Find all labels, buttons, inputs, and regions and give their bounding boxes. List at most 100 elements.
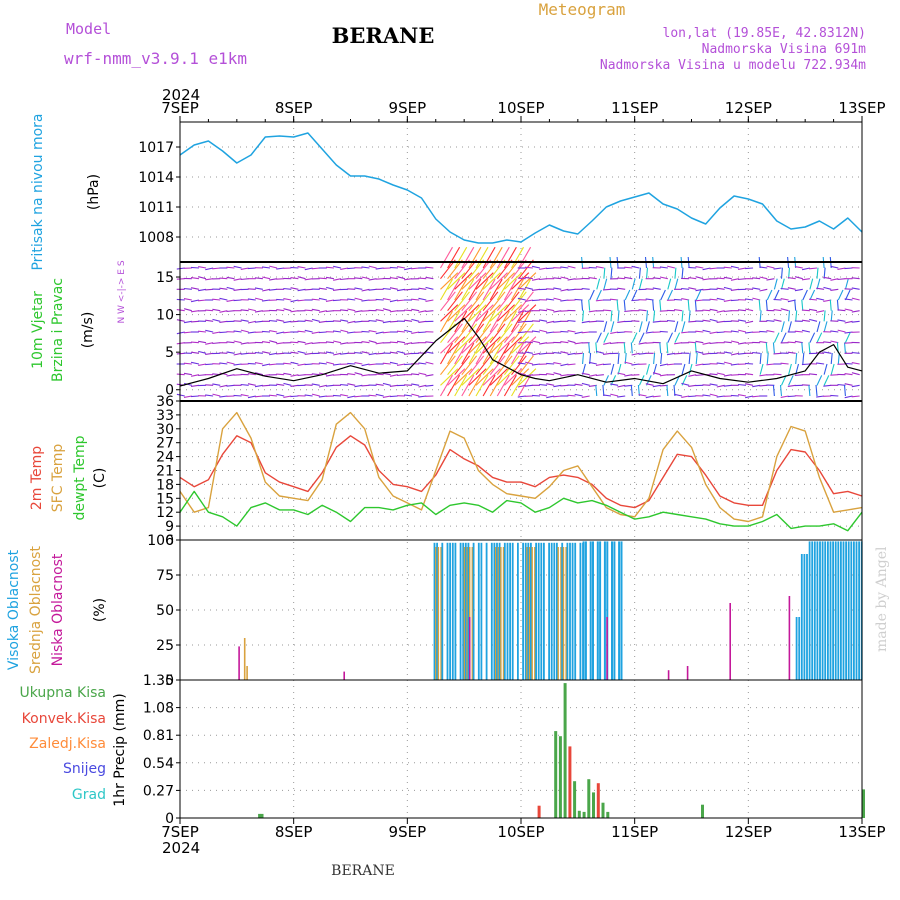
wind-barb — [709, 267, 718, 270]
wind-barb — [723, 266, 732, 269]
wind-barb — [773, 319, 782, 322]
wind-barb — [645, 288, 654, 290]
wind-barb — [752, 351, 761, 354]
wind-barb — [261, 330, 271, 333]
high-cloud-bar — [858, 541, 860, 680]
wind-barb — [681, 395, 690, 398]
wind-barb — [687, 299, 690, 311]
wind-barb — [254, 384, 263, 388]
wind-barb — [688, 310, 691, 322]
wind-barb — [318, 320, 327, 323]
wind-barb — [368, 363, 377, 366]
data-layer — [176, 132, 865, 818]
high-cloud-bar — [808, 541, 811, 680]
wind-barb — [375, 278, 384, 280]
high-cloud-bar — [596, 541, 599, 680]
wind-barb — [716, 352, 725, 354]
wind-barb — [624, 289, 631, 301]
wind-barb — [261, 384, 271, 387]
wind-barb — [730, 394, 739, 397]
cloud-y-tick-label: 100 — [147, 533, 174, 549]
wind-barb — [730, 299, 739, 302]
wind-barb — [674, 393, 683, 397]
wind-barb — [489, 272, 508, 290]
wind-barb — [816, 310, 825, 313]
precip-bar — [862, 789, 865, 818]
wind-barb — [311, 373, 320, 376]
wind-barb — [652, 299, 655, 311]
wind-barb — [176, 352, 185, 355]
wind-barb — [475, 368, 494, 386]
wind-barb — [205, 278, 214, 281]
wind-barb — [447, 336, 466, 354]
wind-barb — [596, 289, 602, 301]
wind-barb — [418, 277, 427, 280]
wind-barb — [290, 395, 299, 398]
wind-sub-label: Brzina i Pravac — [50, 278, 66, 382]
wind-barb — [389, 320, 398, 323]
wind-barb — [440, 355, 456, 376]
wind-barb — [531, 288, 541, 291]
wind-barb — [475, 355, 492, 376]
wind-barb — [489, 336, 508, 354]
wind-barb — [638, 342, 647, 345]
wind-barb — [801, 319, 810, 322]
wind-barb — [233, 330, 242, 333]
wind-barb — [389, 287, 398, 290]
wind-barb — [447, 323, 463, 344]
high-cloud-bar — [462, 542, 465, 680]
wind-barb — [389, 361, 398, 365]
high-cloud-bar — [472, 542, 475, 680]
wind-barb — [389, 341, 398, 344]
wind-barb — [681, 310, 684, 322]
wind-barb — [567, 363, 576, 366]
high-cloud-bar — [561, 542, 564, 680]
wind-barb — [183, 298, 192, 301]
wind-barb — [759, 266, 768, 269]
wind-barb — [517, 384, 526, 388]
wind-barb — [411, 383, 420, 386]
wind-barb — [304, 319, 313, 322]
wind-barb — [461, 310, 475, 333]
wind-barb — [311, 393, 320, 397]
wind-barb — [517, 277, 526, 280]
wind-barb — [368, 352, 377, 356]
wind-barb — [212, 318, 221, 322]
mid-cloud-label: Srednja Oblacnost — [28, 546, 44, 674]
wind-barb — [482, 310, 496, 333]
wind-barb — [758, 299, 761, 311]
wind-barb — [311, 342, 320, 345]
wind-barb — [809, 267, 818, 270]
mid-cloud-bar — [440, 547, 442, 680]
wind-barb — [716, 320, 725, 323]
high-cloud-bar — [842, 541, 845, 680]
meteogram-label: Meteogram — [539, 0, 626, 19]
wind-barb — [702, 363, 711, 366]
wind-barb — [418, 352, 427, 354]
wind-barb — [560, 384, 569, 387]
wind-barb — [659, 276, 668, 280]
wind-barb — [765, 299, 768, 311]
precip-bar — [606, 811, 610, 818]
wind-barb — [716, 372, 725, 376]
precip-y-tick-label: 1.08 — [143, 701, 174, 717]
wind-barb — [837, 329, 846, 333]
wind-barb — [340, 352, 349, 355]
wind-barb — [801, 363, 810, 366]
low-cloud-bar — [729, 603, 731, 680]
wind-barb — [688, 395, 697, 398]
wind-barb — [681, 267, 684, 279]
mid-cloud-bar — [246, 666, 248, 680]
wind-barb — [318, 384, 327, 388]
wind-barb — [212, 308, 221, 312]
wind-barb — [780, 287, 789, 290]
wind-barb — [539, 383, 548, 386]
wind-barb — [205, 394, 214, 397]
wind-barb — [709, 331, 718, 334]
wind-barb — [176, 342, 185, 345]
wind-barb — [382, 382, 391, 386]
wind-barb — [695, 299, 704, 302]
wind-barb — [205, 267, 214, 271]
wind-barb — [511, 291, 527, 312]
precip-y-tick-label: 0.54 — [143, 756, 174, 772]
